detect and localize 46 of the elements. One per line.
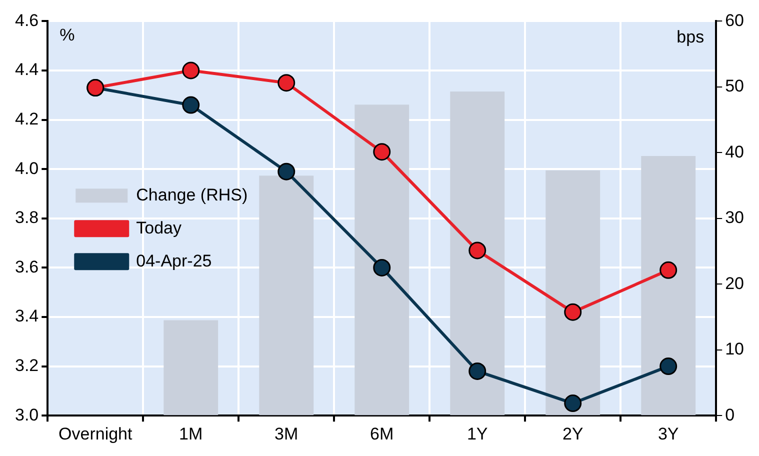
legend-label: Today [136, 218, 182, 238]
point [564, 394, 582, 412]
bar [450, 92, 505, 416]
point [278, 74, 296, 92]
x-tick-label: Overnight [58, 424, 133, 444]
y2-tick-label: 60 [725, 10, 744, 30]
y2-tick-label: 10 [725, 340, 744, 359]
x-tick-label: 3M [274, 424, 298, 444]
y2-tick-label: 20 [725, 274, 744, 293]
legend-label: Change (RHS) [136, 185, 248, 204]
y-tick-label: 4.0 [14, 158, 39, 178]
bar [546, 170, 600, 416]
y2-tick-label: 40 [725, 142, 744, 162]
y-tick-label: 4.2 [14, 109, 39, 128]
y2-axis-title: bps [676, 27, 704, 46]
point [278, 162, 296, 180]
bar [259, 176, 314, 416]
x-tick-label: 1M [179, 424, 203, 444]
x-tick-label: 2Y [562, 424, 584, 444]
y-tick-label: 3.6 [14, 257, 39, 276]
bar [354, 104, 410, 416]
y-tick-label: 4.4 [14, 60, 39, 80]
y2-tick-label: 30 [725, 208, 744, 228]
point [468, 362, 486, 380]
y2-tick-label: 50 [725, 76, 744, 96]
y-tick-label: 3.4 [14, 306, 39, 326]
y-tick-label: 3.2 [14, 356, 39, 375]
y-axis-title: % [60, 25, 75, 44]
y-tick-label: 4.6 [14, 10, 39, 30]
y-tick-label: 3.8 [14, 208, 39, 228]
point [660, 261, 678, 279]
point [468, 242, 486, 260]
point [373, 143, 391, 161]
x-tick-label: 3Y [658, 424, 679, 444]
y2-tick-label: 0 [725, 405, 735, 424]
bar [641, 156, 696, 416]
x-tick-label: 6M [370, 424, 394, 444]
legend-label: 04-Apr-25 [136, 251, 212, 270]
x-tick-label: 1Y [466, 424, 488, 444]
point [660, 358, 678, 376]
y-tick-label: 3.0 [14, 405, 39, 424]
point [182, 62, 200, 80]
bar [164, 320, 218, 416]
point [564, 303, 582, 321]
point [182, 96, 200, 114]
point [373, 258, 391, 276]
